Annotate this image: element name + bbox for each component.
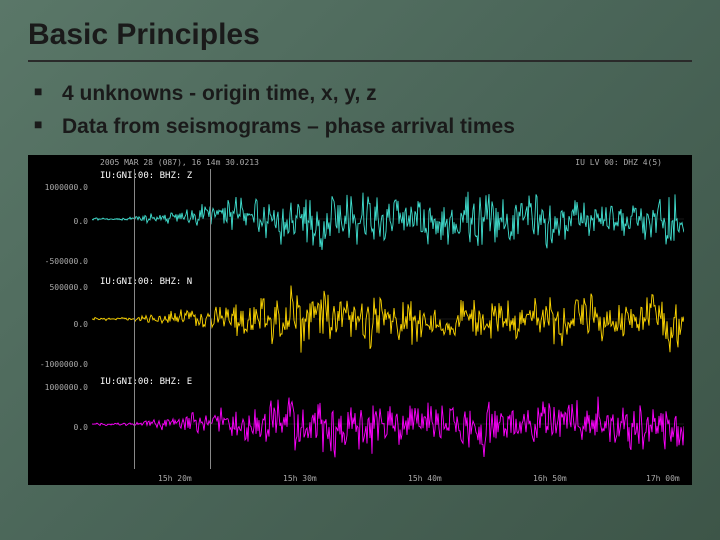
bullet-item: 4 unknowns - origin time, x, y, z	[34, 80, 692, 107]
seismogram-figure: 2005 MAR 28 (087), 16 14m 30.0213 IU LV …	[28, 155, 692, 485]
bullet-list: 4 unknowns - origin time, x, y, z Data f…	[34, 80, 692, 141]
x-label: 16h 50m	[533, 474, 567, 483]
slide: Basic Principles 4 unknowns - origin tim…	[0, 0, 720, 540]
x-label: 15h 20m	[158, 474, 192, 483]
slide-title: Basic Principles	[28, 18, 692, 52]
y-label: 0.0	[28, 217, 88, 226]
phase-marker	[210, 169, 211, 469]
y-label: -1000000.0	[28, 360, 88, 369]
phase-marker	[134, 169, 135, 469]
bullet-item: Data from seismograms – phase arrival ti…	[34, 113, 692, 140]
seis-header-right: IU LV 00: DHZ 4(5)	[575, 158, 662, 167]
y-label: 1000000.0	[28, 383, 88, 392]
seis-header-left: 2005 MAR 28 (087), 16 14m 30.0213	[100, 158, 259, 167]
y-label: 0.0	[28, 320, 88, 329]
y-label: 1000000.0	[28, 183, 88, 192]
x-label: 17h 00m	[646, 474, 680, 483]
y-label: 500000.0	[28, 283, 88, 292]
title-rule	[28, 60, 692, 62]
x-label: 15h 40m	[408, 474, 442, 483]
y-label: 0.0	[28, 423, 88, 432]
seismogram-svg	[92, 169, 684, 469]
plot-area	[92, 169, 684, 469]
y-label: -500000.0	[28, 257, 88, 266]
x-label: 15h 30m	[283, 474, 317, 483]
